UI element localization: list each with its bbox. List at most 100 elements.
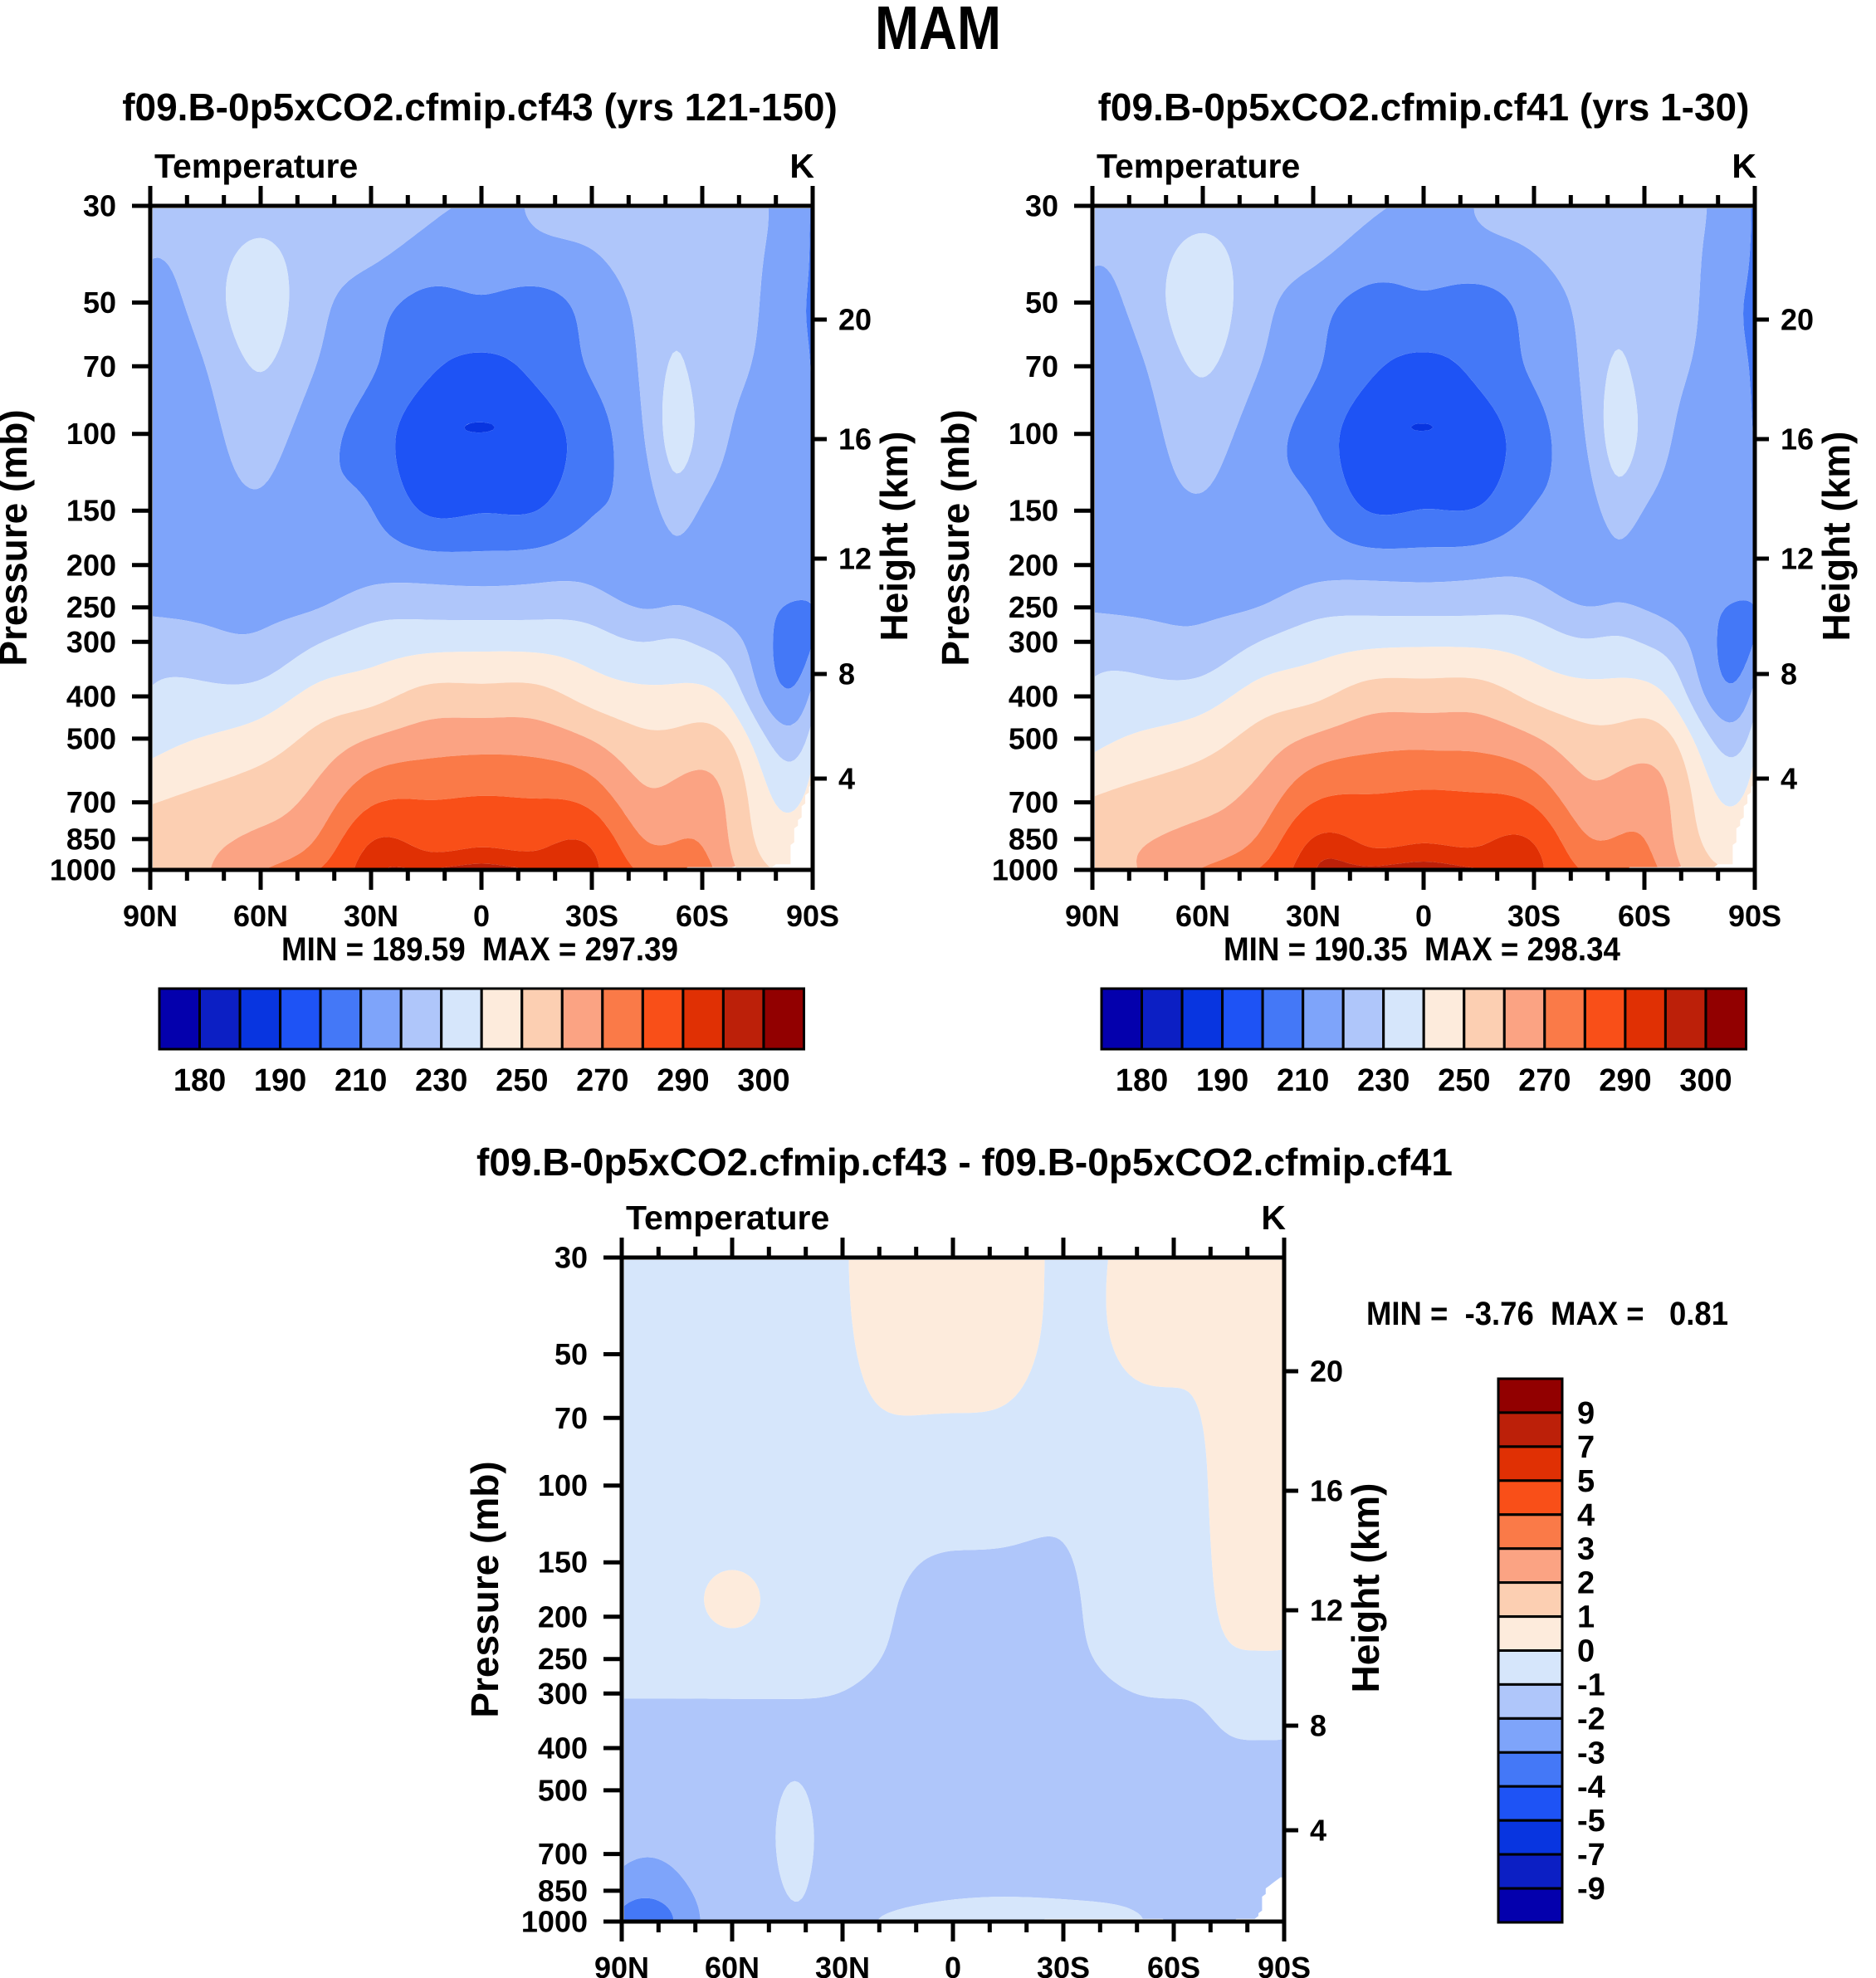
svg-text:2: 2 [1577, 1566, 1595, 1601]
svg-text:270: 270 [576, 1063, 628, 1098]
svg-text:400: 400 [1009, 680, 1058, 714]
svg-text:700: 700 [1009, 785, 1058, 819]
svg-text:70: 70 [83, 349, 116, 383]
svg-text:300: 300 [1679, 1063, 1732, 1098]
svg-text:16: 16 [1310, 1474, 1343, 1508]
svg-text:30: 30 [83, 189, 116, 223]
svg-text:20: 20 [1781, 303, 1814, 337]
svg-text:Height (km): Height (km) [1344, 1483, 1387, 1693]
svg-text:300: 300 [1009, 625, 1058, 659]
svg-text:1000: 1000 [50, 853, 116, 887]
svg-text:60S: 60S [676, 899, 729, 933]
svg-text:3: 3 [1577, 1532, 1595, 1567]
svg-text:4: 4 [1310, 1814, 1326, 1848]
svg-text:Temperature: Temperature [626, 1199, 829, 1237]
svg-text:700: 700 [66, 785, 116, 819]
svg-text:230: 230 [1357, 1063, 1409, 1098]
svg-text:30S: 30S [565, 899, 618, 933]
svg-text:1000: 1000 [521, 1905, 588, 1939]
svg-text:12: 12 [1781, 542, 1814, 576]
svg-text:8: 8 [1781, 657, 1797, 691]
svg-text:30: 30 [1025, 189, 1058, 223]
svg-text:16: 16 [1781, 422, 1814, 457]
svg-text:12: 12 [1310, 1594, 1343, 1628]
svg-text:30N: 30N [1286, 899, 1341, 933]
svg-text:4: 4 [1781, 762, 1797, 796]
svg-text:250: 250 [496, 1063, 548, 1098]
svg-text:90S: 90S [1728, 899, 1781, 933]
svg-text:4: 4 [838, 762, 855, 796]
svg-text:850: 850 [1009, 822, 1058, 856]
svg-text:30S: 30S [1507, 899, 1561, 933]
svg-text:60N: 60N [1175, 899, 1230, 933]
svg-text:300: 300 [538, 1677, 588, 1711]
svg-text:1: 1 [1577, 1600, 1595, 1635]
svg-text:Pressure (mb): Pressure (mb) [0, 409, 35, 666]
svg-text:90N: 90N [1065, 899, 1120, 933]
svg-text:100: 100 [538, 1468, 588, 1502]
svg-text:250: 250 [1009, 590, 1058, 624]
svg-text:180: 180 [173, 1063, 226, 1098]
svg-text:20: 20 [1310, 1355, 1343, 1389]
svg-text:Height (km): Height (km) [1815, 432, 1858, 642]
svg-text:Height (km): Height (km) [872, 432, 916, 642]
svg-text:1000: 1000 [992, 853, 1058, 887]
svg-text:MAM: MAM [875, 0, 1001, 62]
svg-text:8: 8 [838, 657, 855, 691]
svg-text:50: 50 [554, 1337, 588, 1371]
svg-text:500: 500 [538, 1773, 588, 1807]
svg-text:4: 4 [1577, 1498, 1595, 1533]
svg-text:850: 850 [66, 822, 116, 856]
svg-text:190: 190 [1196, 1063, 1248, 1098]
svg-text:180: 180 [1116, 1063, 1168, 1098]
svg-text:400: 400 [66, 680, 116, 714]
svg-text:-2: -2 [1577, 1702, 1605, 1736]
svg-text:0: 0 [1577, 1634, 1595, 1669]
svg-text:850: 850 [538, 1873, 588, 1907]
svg-text:K: K [1732, 147, 1756, 185]
svg-text:12: 12 [838, 542, 872, 576]
svg-text:250: 250 [1438, 1063, 1490, 1098]
svg-text:250: 250 [538, 1642, 588, 1676]
svg-text:150: 150 [66, 494, 116, 528]
svg-text:100: 100 [66, 417, 116, 451]
svg-text:70: 70 [554, 1401, 588, 1435]
svg-text:190: 190 [254, 1063, 306, 1098]
svg-text:f09.B-0p5xCO2.cfmip.cf43 (yrs: f09.B-0p5xCO2.cfmip.cf43 (yrs 121-150) [122, 85, 838, 129]
svg-text:Temperature: Temperature [1097, 147, 1300, 185]
svg-text:30N: 30N [815, 1951, 870, 1978]
svg-text:-9: -9 [1577, 1872, 1605, 1907]
svg-text:500: 500 [1009, 721, 1058, 755]
svg-text:-7: -7 [1577, 1838, 1605, 1873]
svg-text:16: 16 [838, 422, 872, 457]
svg-text:MIN = -3.76 MAX = 0.81: MIN = -3.76 MAX = 0.81 [1366, 1296, 1728, 1332]
svg-text:30S: 30S [1037, 1951, 1090, 1978]
svg-text:f09.B-0p5xCO2.cfmip.cf41 (yrs: f09.B-0p5xCO2.cfmip.cf41 (yrs 1-30) [1098, 85, 1750, 129]
svg-text:30N: 30N [344, 899, 398, 933]
svg-text:90N: 90N [123, 899, 178, 933]
svg-text:290: 290 [1599, 1063, 1651, 1098]
svg-text:f09.B-0p5xCO2.cfmip.cf43 - f09: f09.B-0p5xCO2.cfmip.cf43 - f09.B-0p5xCO2… [476, 1140, 1453, 1184]
svg-text:0: 0 [945, 1951, 961, 1978]
svg-text:9: 9 [1577, 1396, 1595, 1431]
svg-text:0: 0 [1415, 899, 1432, 933]
svg-text:60N: 60N [705, 1951, 760, 1978]
svg-text:30: 30 [554, 1241, 588, 1275]
svg-text:-5: -5 [1577, 1804, 1605, 1839]
svg-text:60N: 60N [233, 899, 288, 933]
svg-text:700: 700 [538, 1837, 588, 1871]
svg-text:MIN = 190.35 MAX = 298.34: MIN = 190.35 MAX = 298.34 [1224, 931, 1621, 968]
svg-text:270: 270 [1518, 1063, 1571, 1098]
svg-text:100: 100 [1009, 417, 1058, 451]
svg-text:Pressure (mb): Pressure (mb) [463, 1461, 506, 1717]
svg-text:290: 290 [657, 1063, 709, 1098]
svg-text:K: K [1261, 1199, 1286, 1237]
svg-text:7: 7 [1577, 1430, 1595, 1465]
svg-text:200: 200 [66, 548, 116, 582]
svg-text:-4: -4 [1577, 1770, 1605, 1805]
svg-text:5: 5 [1577, 1464, 1595, 1499]
svg-text:0: 0 [473, 899, 490, 933]
svg-text:200: 200 [1009, 548, 1058, 582]
svg-text:50: 50 [1025, 286, 1058, 320]
svg-text:210: 210 [1277, 1063, 1329, 1098]
